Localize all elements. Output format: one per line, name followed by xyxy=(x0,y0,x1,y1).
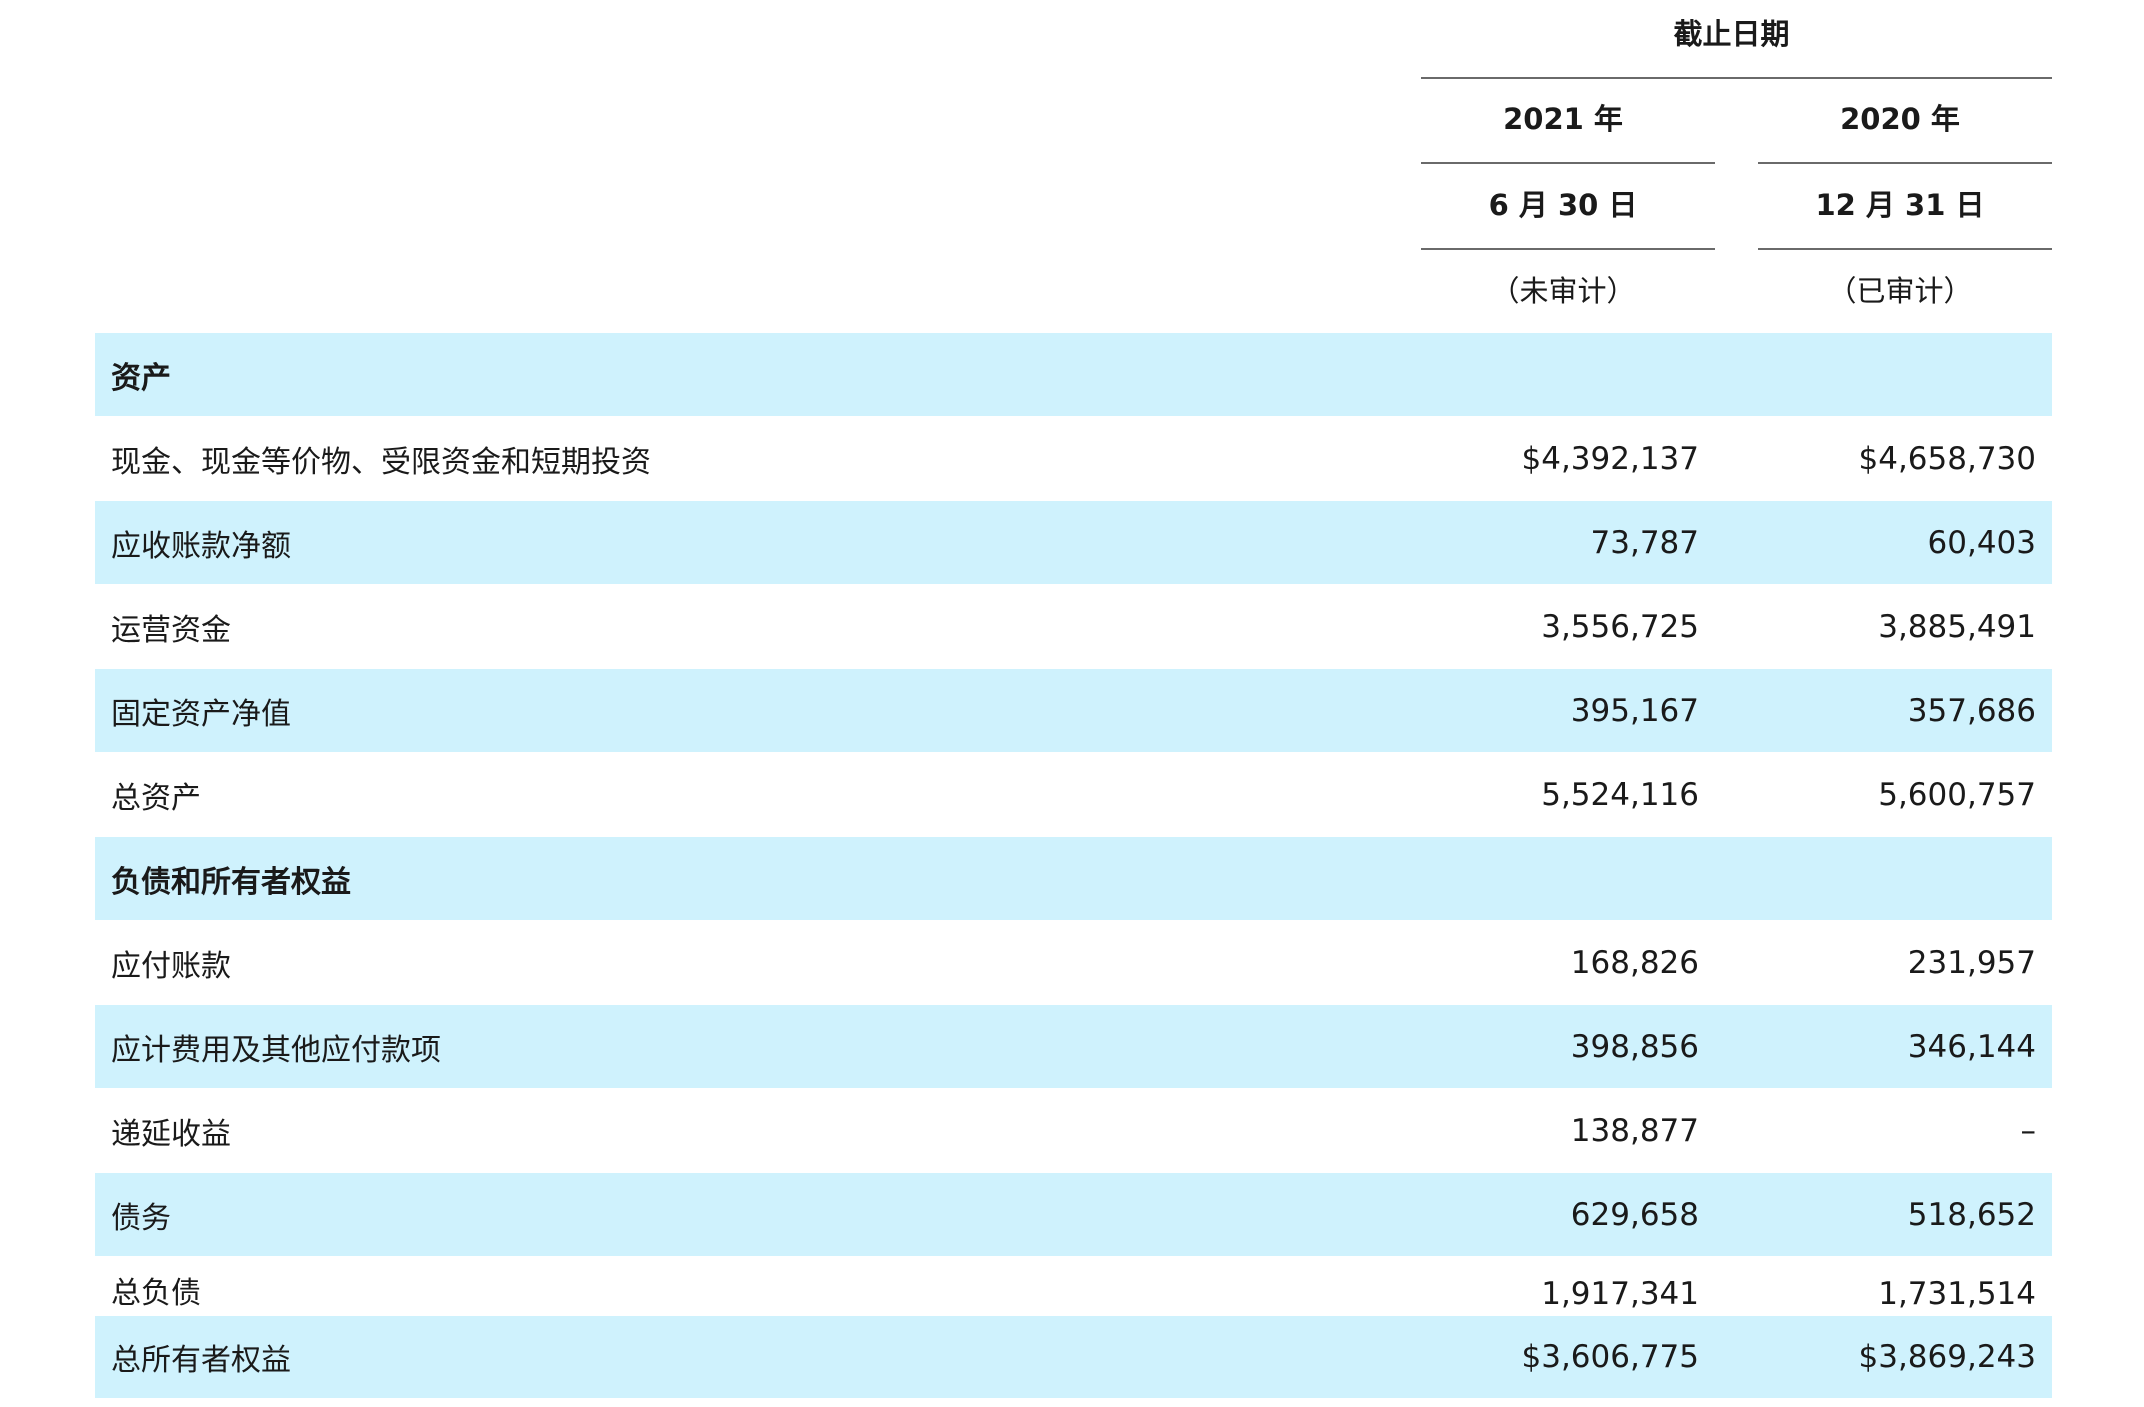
value-2020: 231,957 xyxy=(1907,944,2036,981)
row-label: 应收账款净额 xyxy=(111,528,291,564)
col1-rule-year xyxy=(1421,162,1715,164)
header-rule-top xyxy=(1421,77,2052,79)
col2-rule-date xyxy=(1758,248,2052,250)
table-row: 固定资产净值 395,167 357,686 xyxy=(95,669,2052,752)
value-2020: 60,403 xyxy=(1927,524,2036,561)
col1-rule-date xyxy=(1421,248,1715,250)
value-2021: 138,877 xyxy=(1570,1112,1699,1149)
value-2021: 5,524,116 xyxy=(1541,776,1699,813)
table-row: 总负债 1,917,341 1,731,514 xyxy=(95,1257,2052,1316)
col1-year: 2021 年 xyxy=(1503,102,1623,136)
col2-date: 12 月 31 日 xyxy=(1815,188,1985,222)
col2-year: 2020 年 xyxy=(1840,102,1960,136)
value-2020: $4,658,730 xyxy=(1858,440,2037,477)
value-2020: 357,686 xyxy=(1907,692,2036,729)
value-2021: 395,167 xyxy=(1570,692,1699,729)
table-row: 债务 629,658 518,652 xyxy=(95,1173,2052,1256)
col1-date: 6 月 30 日 xyxy=(1488,188,1638,222)
value-2021: 398,856 xyxy=(1570,1028,1699,1065)
table-row: 递延收益 138,877 – xyxy=(95,1089,2052,1172)
col2-audit-status: （已审计） xyxy=(1827,274,1973,308)
table-row: 应付账款 168,826 231,957 xyxy=(95,921,2052,1004)
row-label: 资产 xyxy=(111,360,171,396)
row-label: 递延收益 xyxy=(111,1116,231,1152)
value-2020: 5,600,757 xyxy=(1878,776,2036,813)
row-label: 固定资产净值 xyxy=(111,696,291,732)
table-row: 运营资金 3,556,725 3,885,491 xyxy=(95,585,2052,668)
row-label: 现金、现金等价物、受限资金和短期投资 xyxy=(111,444,651,480)
col2-rule-year xyxy=(1758,162,2052,164)
table-row: 应计费用及其他应付款项 398,856 346,144 xyxy=(95,1005,2052,1088)
row-label: 总资产 xyxy=(111,780,201,816)
value-2021: 629,658 xyxy=(1570,1196,1699,1233)
value-2021: 168,826 xyxy=(1570,944,1699,981)
value-2020: 346,144 xyxy=(1907,1028,2036,1065)
value-2020: – xyxy=(2020,1112,2037,1149)
value-2021: 3,556,725 xyxy=(1541,608,1699,645)
row-label: 债务 xyxy=(111,1200,171,1236)
row-label: 负债和所有者权益 xyxy=(111,864,351,900)
value-2020: 3,885,491 xyxy=(1878,608,2036,645)
table-row: 总资产 5,524,116 5,600,757 xyxy=(95,753,2052,836)
section-row-assets: 资产 xyxy=(95,333,2052,416)
value-2021: $4,392,137 xyxy=(1521,440,1700,477)
row-label: 应付账款 xyxy=(111,948,231,984)
value-2020: $3,869,243 xyxy=(1858,1339,2037,1375)
table-row: 现金、现金等价物、受限资金和短期投资 $4,392,137 $4,658,730 xyxy=(95,417,2052,500)
row-label: 总所有者权益 xyxy=(111,1343,291,1378)
value-2021: 73,787 xyxy=(1590,524,1699,561)
row-label: 总负债 xyxy=(111,1276,201,1311)
col1-audit-status: （未审计） xyxy=(1490,274,1636,308)
row-label: 运营资金 xyxy=(111,612,231,648)
as-of-date-header: 截止日期 xyxy=(1673,17,1790,51)
value-2021: 1,917,341 xyxy=(1541,1276,1699,1312)
value-2020: 518,652 xyxy=(1907,1196,2036,1233)
table-row-total-equity: 总所有者权益 $3,606,775 $3,869,243 xyxy=(95,1316,2052,1398)
value-2020: 1,731,514 xyxy=(1878,1276,2036,1312)
table-row: 应收账款净额 73,787 60,403 xyxy=(95,501,2052,584)
value-2021: $3,606,775 xyxy=(1521,1339,1700,1375)
row-label: 应计费用及其他应付款项 xyxy=(111,1032,441,1068)
section-row-liabilities-equity: 负债和所有者权益 xyxy=(95,837,2052,920)
